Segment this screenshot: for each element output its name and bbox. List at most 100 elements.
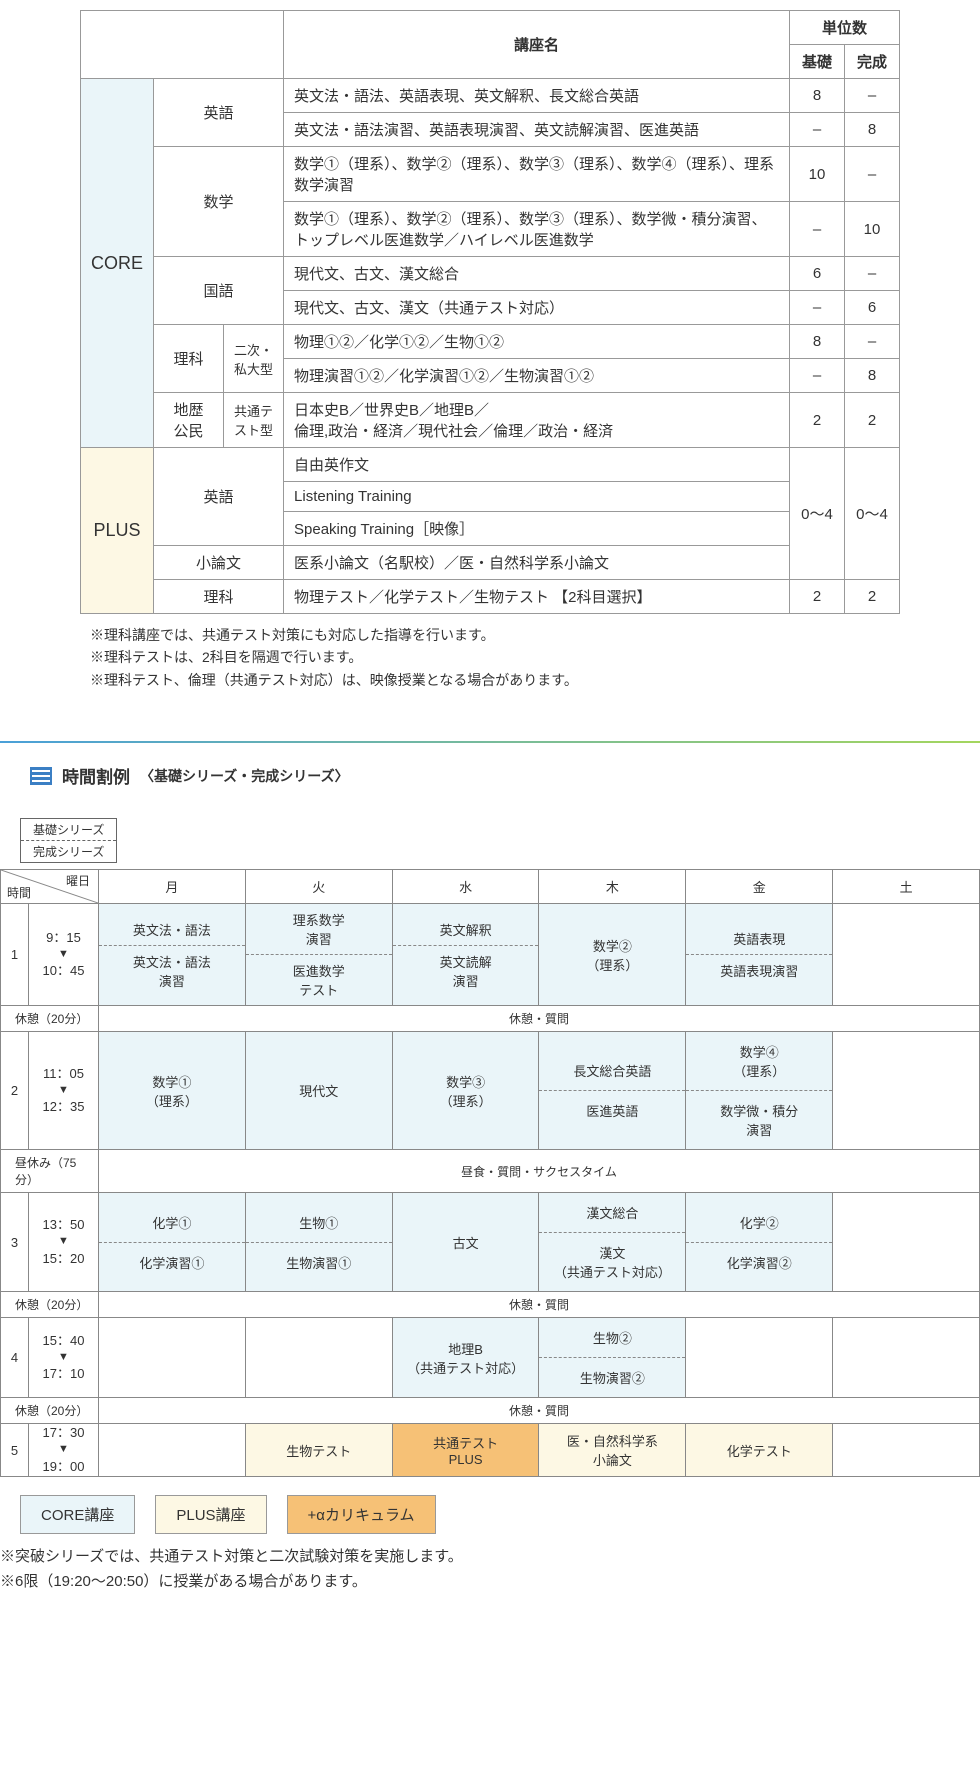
calendar-icon <box>30 767 52 785</box>
break-right: 休憩・質問 <box>99 1292 980 1318</box>
type-kyotsu: 共通テスト型 <box>224 393 284 448</box>
period-num: 5 <box>1 1424 29 1477</box>
th-blank <box>81 11 284 79</box>
break-right: 休憩・質問 <box>99 1006 980 1032</box>
period-num: 2 <box>1 1032 29 1150</box>
sched-cell: 数学③（理系） <box>392 1032 539 1150</box>
type-niji: 二次・私大型 <box>224 325 284 393</box>
th-credits: 単位数 <box>790 11 900 45</box>
course-name: 現代文、古文、漢文総合 <box>284 257 790 291</box>
course-name: Speaking Training［映像］ <box>284 512 790 546</box>
subj-rika: 理科 <box>154 325 224 393</box>
course-name: Listening Training <box>284 482 790 512</box>
sched-cell <box>99 1424 246 1477</box>
sched-cell <box>833 904 980 1006</box>
diag-header: 曜日 時間 <box>1 870 99 904</box>
course-name: 物理テスト／化学テスト／生物テスト 【2科目選択】 <box>284 580 790 614</box>
period-time: 17：30▼19：00 <box>29 1424 99 1477</box>
sched-cell <box>833 1032 980 1150</box>
legend-alpha: +αカリキュラム <box>287 1495 436 1534</box>
group-core: CORE <box>81 79 154 448</box>
th-complete: 完成 <box>845 45 900 79</box>
title-sub: 〈基礎シリーズ・完成シリーズ〉 <box>140 766 349 786</box>
day-tue: 火 <box>245 870 392 904</box>
break-right: 昼食・質問・サクセスタイム <box>99 1150 980 1193</box>
sched-cell: 生物②生物演習② <box>539 1318 686 1398</box>
schedule-table: 曜日 時間 月 火 水 木 金 土 19：15▼10：45英文法・語法英文法・語… <box>0 869 980 1477</box>
course-name: 自由英作文 <box>284 448 790 482</box>
sched-cell: 英文法・語法英文法・語法演習 <box>99 904 246 1006</box>
th-basic: 基礎 <box>790 45 845 79</box>
period-time: 11：05▼12：35 <box>29 1032 99 1150</box>
period-time: 15：40▼17：10 <box>29 1318 99 1398</box>
sched-cell: 英文解釈英文読解演習 <box>392 904 539 1006</box>
c: – <box>845 79 900 113</box>
day-thu: 木 <box>539 870 686 904</box>
sched-cell <box>245 1318 392 1398</box>
subj-math: 数学 <box>154 147 284 257</box>
break-label: 休憩（20分） <box>1 1398 99 1424</box>
legend: CORE講座 PLUS講座 +αカリキュラム <box>20 1495 980 1534</box>
b: 8 <box>790 79 845 113</box>
day-fri: 金 <box>686 870 833 904</box>
sched-cell: 数学①（理系） <box>99 1032 246 1150</box>
break-right: 休憩・質問 <box>99 1398 980 1424</box>
sched-cell: 生物テスト <box>245 1424 392 1477</box>
sched-cell: 理系数学演習医進数学テスト <box>245 904 392 1006</box>
sched-cell: 生物①生物演習① <box>245 1193 392 1292</box>
sched-cell: 数学②（理系） <box>539 904 686 1006</box>
title-main: 時間割例 <box>62 763 130 788</box>
sched-cell <box>833 1424 980 1477</box>
subj-eigo: 英語 <box>154 79 284 147</box>
break-label: 休憩（20分） <box>1 1006 99 1032</box>
course-name: 数学①（理系）、数学②（理系）、数学③（理系）、数学④（理系）、理系数学演習 <box>284 147 790 202</box>
group-plus: PLUS <box>81 448 154 614</box>
divider <box>0 741 980 743</box>
day-mon: 月 <box>99 870 246 904</box>
sched-cell: 医・自然科学系小論文 <box>539 1424 686 1477</box>
schedule-notes: ※突破シリーズでは、共通テスト対策と二次試験対策を実施します。 ※6限（19:2… <box>0 1544 980 1595</box>
course-name: 現代文、古文、漢文（共通テスト対応） <box>284 291 790 325</box>
sched-cell: 英語表現英語表現演習 <box>686 904 833 1006</box>
course-notes: ※理科講座では、共通テスト対策にも対応した指導を行います。 ※理科テストは、2科… <box>90 624 900 691</box>
period-time: 9：15▼10：45 <box>29 904 99 1006</box>
day-sat: 土 <box>833 870 980 904</box>
sched-cell: 化学テスト <box>686 1424 833 1477</box>
course-name: 英文法・語法、英語表現、英文解釈、長文総合英語 <box>284 79 790 113</box>
sched-cell: 長文総合英語医進英語 <box>539 1032 686 1150</box>
subj-eigo2: 英語 <box>154 448 284 546</box>
course-name: 数学①（理系）、数学②（理系）、数学③（理系）、数学微・積分演習、 トップレベル… <box>284 202 790 257</box>
sched-cell: 共通テストPLUS <box>392 1424 539 1477</box>
subj-chireki: 地歴 公民 <box>154 393 224 448</box>
break-label: 休憩（20分） <box>1 1292 99 1318</box>
sched-cell: 化学②化学演習② <box>686 1193 833 1292</box>
legend-core: CORE講座 <box>20 1495 135 1534</box>
legend-plus: PLUS講座 <box>155 1495 266 1534</box>
sched-cell: 地理B（共通テスト対応） <box>392 1318 539 1398</box>
period-time: 13：50▼15：20 <box>29 1193 99 1292</box>
section-title: 時間割例 〈基礎シリーズ・完成シリーズ〉 <box>30 763 970 788</box>
period-num: 1 <box>1 904 29 1006</box>
sched-cell: 漢文総合漢文（共通テスト対応） <box>539 1193 686 1292</box>
day-wed: 水 <box>392 870 539 904</box>
sched-cell <box>99 1318 246 1398</box>
sched-cell: 現代文 <box>245 1032 392 1150</box>
plus-c: 0～4 <box>845 448 900 580</box>
series-legend: 基礎シリーズ 完成シリーズ <box>20 818 117 863</box>
period-num: 4 <box>1 1318 29 1398</box>
sched-cell: 数学④（理系）数学微・積分演習 <box>686 1032 833 1150</box>
period-num: 3 <box>1 1193 29 1292</box>
sched-cell: 古文 <box>392 1193 539 1292</box>
course-name: 日本史B／世界史B／地理B／ 倫理,政治・経済／現代社会／倫理／政治・経済 <box>284 393 790 448</box>
subj-shoron: 小論文 <box>154 546 284 580</box>
sched-cell <box>833 1193 980 1292</box>
course-name: 英文法・語法演習、英語表現演習、英文読解演習、医進英語 <box>284 113 790 147</box>
course-name: 物理①②／化学①②／生物①② <box>284 325 790 359</box>
sched-cell <box>686 1318 833 1398</box>
subj-rika2: 理科 <box>154 580 284 614</box>
course-name: 物理演習①②／化学演習①②／生物演習①② <box>284 359 790 393</box>
break-label: 昼休み（75分） <box>1 1150 99 1193</box>
course-name: 医系小論文（名駅校）／医・自然科学系小論文 <box>284 546 790 580</box>
th-name: 講座名 <box>284 11 790 79</box>
plus-b: 0～4 <box>790 448 845 580</box>
